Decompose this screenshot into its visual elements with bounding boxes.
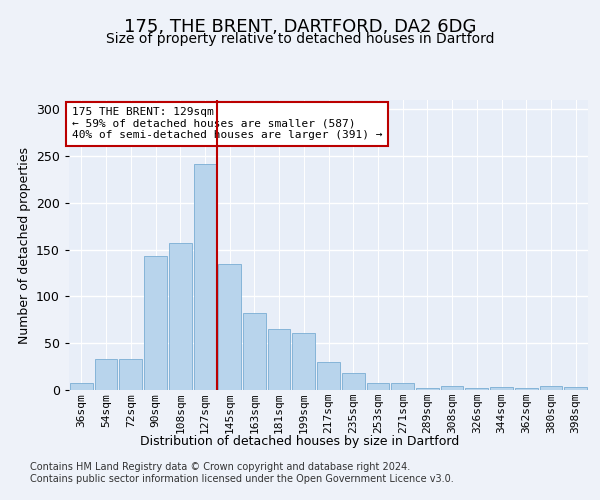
Bar	[466, 388, 488, 390]
Bar	[342, 373, 365, 390]
Bar	[218, 264, 241, 390]
Text: Distribution of detached houses by size in Dartford: Distribution of detached houses by size …	[140, 435, 460, 448]
Bar	[169, 243, 191, 390]
Bar	[70, 382, 93, 390]
Bar	[317, 362, 340, 390]
Text: 175 THE BRENT: 129sqm
← 59% of detached houses are smaller (587)
40% of semi-det: 175 THE BRENT: 129sqm ← 59% of detached …	[71, 108, 382, 140]
Bar	[95, 359, 118, 390]
Y-axis label: Number of detached properties: Number of detached properties	[17, 146, 31, 344]
Bar	[119, 359, 142, 390]
Bar	[268, 329, 290, 390]
Text: Contains HM Land Registry data © Crown copyright and database right 2024.
Contai: Contains HM Land Registry data © Crown c…	[30, 462, 454, 484]
Bar	[144, 256, 167, 390]
Bar	[367, 384, 389, 390]
Bar	[391, 384, 414, 390]
Bar	[243, 314, 266, 390]
Bar	[416, 388, 439, 390]
Bar	[292, 333, 315, 390]
Bar	[539, 386, 562, 390]
Bar	[194, 164, 216, 390]
Bar	[441, 386, 463, 390]
Text: 175, THE BRENT, DARTFORD, DA2 6DG: 175, THE BRENT, DARTFORD, DA2 6DG	[124, 18, 476, 36]
Bar	[564, 387, 587, 390]
Bar	[515, 388, 538, 390]
Bar	[490, 387, 513, 390]
Text: Size of property relative to detached houses in Dartford: Size of property relative to detached ho…	[106, 32, 494, 46]
